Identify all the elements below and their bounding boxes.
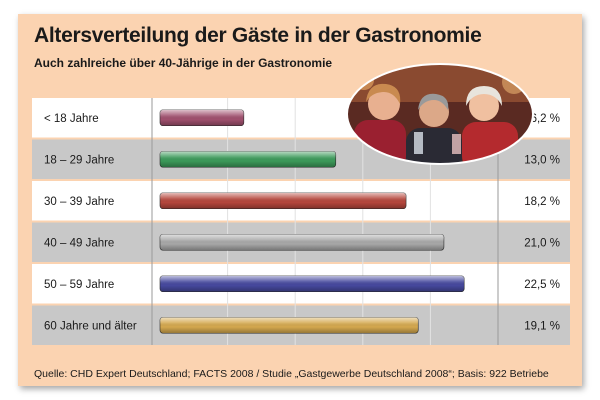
category-label: 50 – 59 Jahre	[44, 279, 114, 291]
bar-highlight	[160, 192, 407, 209]
value-label: 6,2 %	[531, 113, 560, 125]
category-label: 30 – 39 Jahre	[44, 196, 114, 208]
value-label: 13,0 %	[524, 154, 560, 166]
source-note: Quelle: CHD Expert Deutschland; FACTS 20…	[34, 368, 549, 380]
guests-photo	[346, 63, 534, 165]
value-label: 18,2 %	[524, 196, 560, 208]
chart-card: < 18 Jahre 6,2 % 18 – 29 Jahre 13,0 % 30 – 3…	[18, 14, 582, 386]
category-label: 40 – 49 Jahre	[44, 237, 114, 249]
bar-highlight	[160, 317, 419, 334]
chart-subtitle: Auch zahlreiche über 40-Jährige in der G…	[34, 56, 333, 70]
category-label: < 18 Jahre	[44, 113, 99, 125]
value-label: 22,5 %	[524, 279, 560, 291]
bar-highlight	[160, 151, 336, 168]
value-label: 21,0 %	[524, 237, 560, 249]
bar-highlight	[160, 234, 444, 251]
category-label: 18 – 29 Jahre	[44, 154, 114, 166]
bar-highlight	[160, 275, 465, 292]
value-label: 19,1 %	[524, 320, 560, 332]
category-label: 60 Jahre und älter	[44, 320, 137, 332]
bar-highlight	[160, 109, 244, 126]
chart-title: Altersverteilung der Gäste in der Gastro…	[34, 24, 482, 47]
